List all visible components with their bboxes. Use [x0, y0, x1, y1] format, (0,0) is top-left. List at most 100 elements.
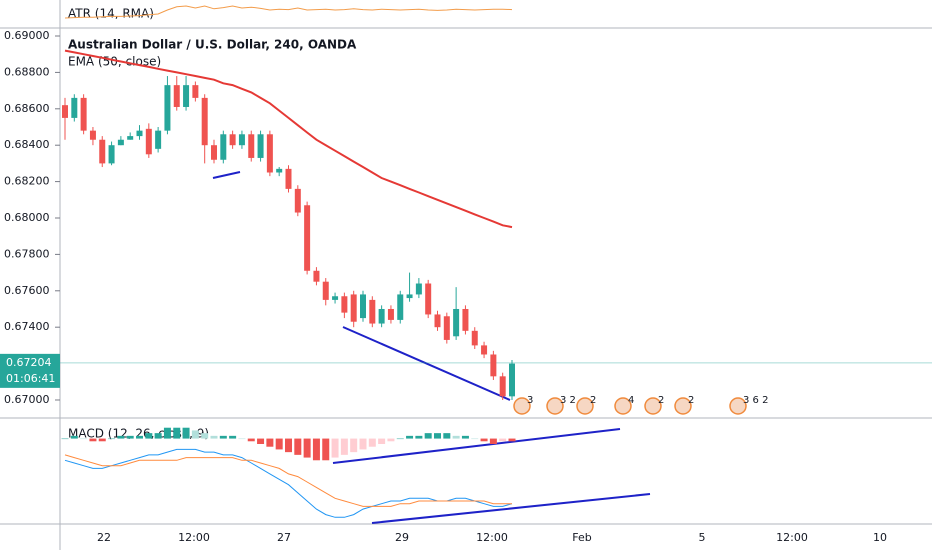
macd-histogram-bar	[219, 435, 227, 439]
macd-histogram-bar	[368, 438, 376, 447]
candle-body	[173, 85, 180, 107]
macd-histogram-bar	[387, 438, 395, 442]
candle-body	[350, 294, 357, 322]
x-tick-label: 12:00	[776, 531, 808, 544]
macd-histogram-bar	[201, 433, 209, 439]
atr-line	[64, 5, 513, 19]
candle-body	[145, 128, 152, 155]
macd-histogram-bar	[424, 433, 432, 439]
candle-body	[164, 85, 171, 131]
candle-body	[80, 97, 87, 131]
candle-body	[71, 97, 78, 118]
candle-body	[117, 139, 124, 146]
x-tick-label: 27	[277, 531, 291, 544]
macd-histogram-bar	[396, 438, 404, 440]
candle-body	[238, 134, 245, 146]
countdown: 01:06:41	[6, 372, 55, 385]
candle-body	[434, 314, 441, 328]
candle-body	[415, 283, 422, 295]
macd-histogram-bar	[173, 427, 181, 439]
candle-body	[89, 130, 96, 140]
candle-body	[192, 85, 199, 98]
event-icon	[513, 397, 531, 415]
macd-histogram-bar	[443, 433, 451, 439]
candle-body	[322, 281, 329, 300]
macd-histogram-bar	[452, 435, 460, 439]
candle-body	[220, 134, 227, 160]
event-icon	[614, 397, 632, 415]
macd-histogram-bar	[312, 438, 320, 461]
signal-line	[64, 454, 512, 507]
x-tick-label: 5	[699, 531, 706, 544]
y-tick-label: 0.67400	[4, 320, 50, 333]
candle-body	[211, 145, 217, 160]
macd-histogram-bar	[480, 438, 488, 442]
candle-body	[499, 376, 506, 397]
last-price-label: 0.67204	[6, 356, 52, 369]
candle-body	[313, 270, 320, 282]
macd-histogram-bar	[61, 438, 69, 440]
candle-body	[108, 145, 115, 164]
macd-histogram-bar	[294, 438, 302, 455]
candle-body	[304, 205, 311, 271]
candle-body	[248, 134, 255, 158]
candle-body	[201, 97, 208, 146]
macd-histogram-bar	[98, 438, 106, 442]
macd-histogram-bar	[285, 438, 292, 453]
macd-histogram-bar	[108, 438, 116, 440]
event-icon	[576, 397, 594, 415]
macd-histogram-bar	[275, 438, 283, 450]
macd-histogram-bar	[70, 435, 78, 439]
candle-body	[229, 134, 236, 146]
candle-body	[443, 316, 450, 340]
candle-body	[406, 294, 413, 299]
event-count: 3 6 2	[743, 395, 768, 406]
macd-histogram-bar	[406, 435, 414, 439]
macd-histogram-bar	[145, 433, 153, 439]
candle-body	[378, 308, 385, 324]
ema-line	[64, 49, 513, 229]
candle-body	[481, 345, 488, 355]
candle-body	[387, 308, 394, 320]
candle-body	[285, 168, 292, 189]
candle-body	[341, 296, 348, 313]
event-icon	[674, 397, 692, 415]
y-tick-label: 0.68200	[4, 175, 50, 188]
macd-histogram-bar	[340, 438, 348, 455]
x-tick-label: 29	[395, 531, 409, 544]
macd-histogram-bar	[229, 435, 237, 439]
y-tick-label: 0.68600	[4, 102, 50, 115]
macd-histogram-bar	[508, 438, 516, 442]
x-tick-label: 22	[97, 531, 111, 544]
macd-histogram-bar	[350, 438, 358, 453]
candle-body	[127, 136, 134, 140]
event-count: 2	[658, 395, 664, 406]
candle-body	[462, 308, 469, 331]
candle-body	[294, 188, 301, 213]
macd-histogram-bar	[331, 438, 339, 458]
macd-histogram-bar	[434, 433, 441, 439]
y-tick-label: 0.68800	[4, 65, 50, 78]
y-tick-label: 0.67000	[4, 393, 50, 406]
x-tick-label: 12:00	[476, 531, 508, 544]
macd-histogram-bar	[303, 438, 311, 458]
atr-label: ATR (14, RMA)	[68, 7, 154, 21]
candle-body	[62, 105, 68, 118]
candle-body	[453, 308, 460, 337]
macd-histogram-bar	[238, 438, 246, 440]
macd-histogram-bar	[136, 435, 143, 439]
candle-body	[360, 294, 366, 319]
macd-histogram-bar	[80, 438, 88, 440]
trend-lines	[212, 171, 651, 524]
y-tick-label: 0.68000	[4, 211, 50, 224]
macd-histogram-bar	[257, 438, 265, 444]
macd-histogram-bar	[322, 438, 330, 461]
macd-histogram-bar	[471, 438, 479, 440]
event-count: 4	[628, 395, 634, 406]
macd-histogram-bar	[499, 438, 507, 442]
candle-body	[136, 130, 143, 137]
event-icon	[729, 397, 747, 415]
macd-histogram-bar	[359, 438, 367, 450]
